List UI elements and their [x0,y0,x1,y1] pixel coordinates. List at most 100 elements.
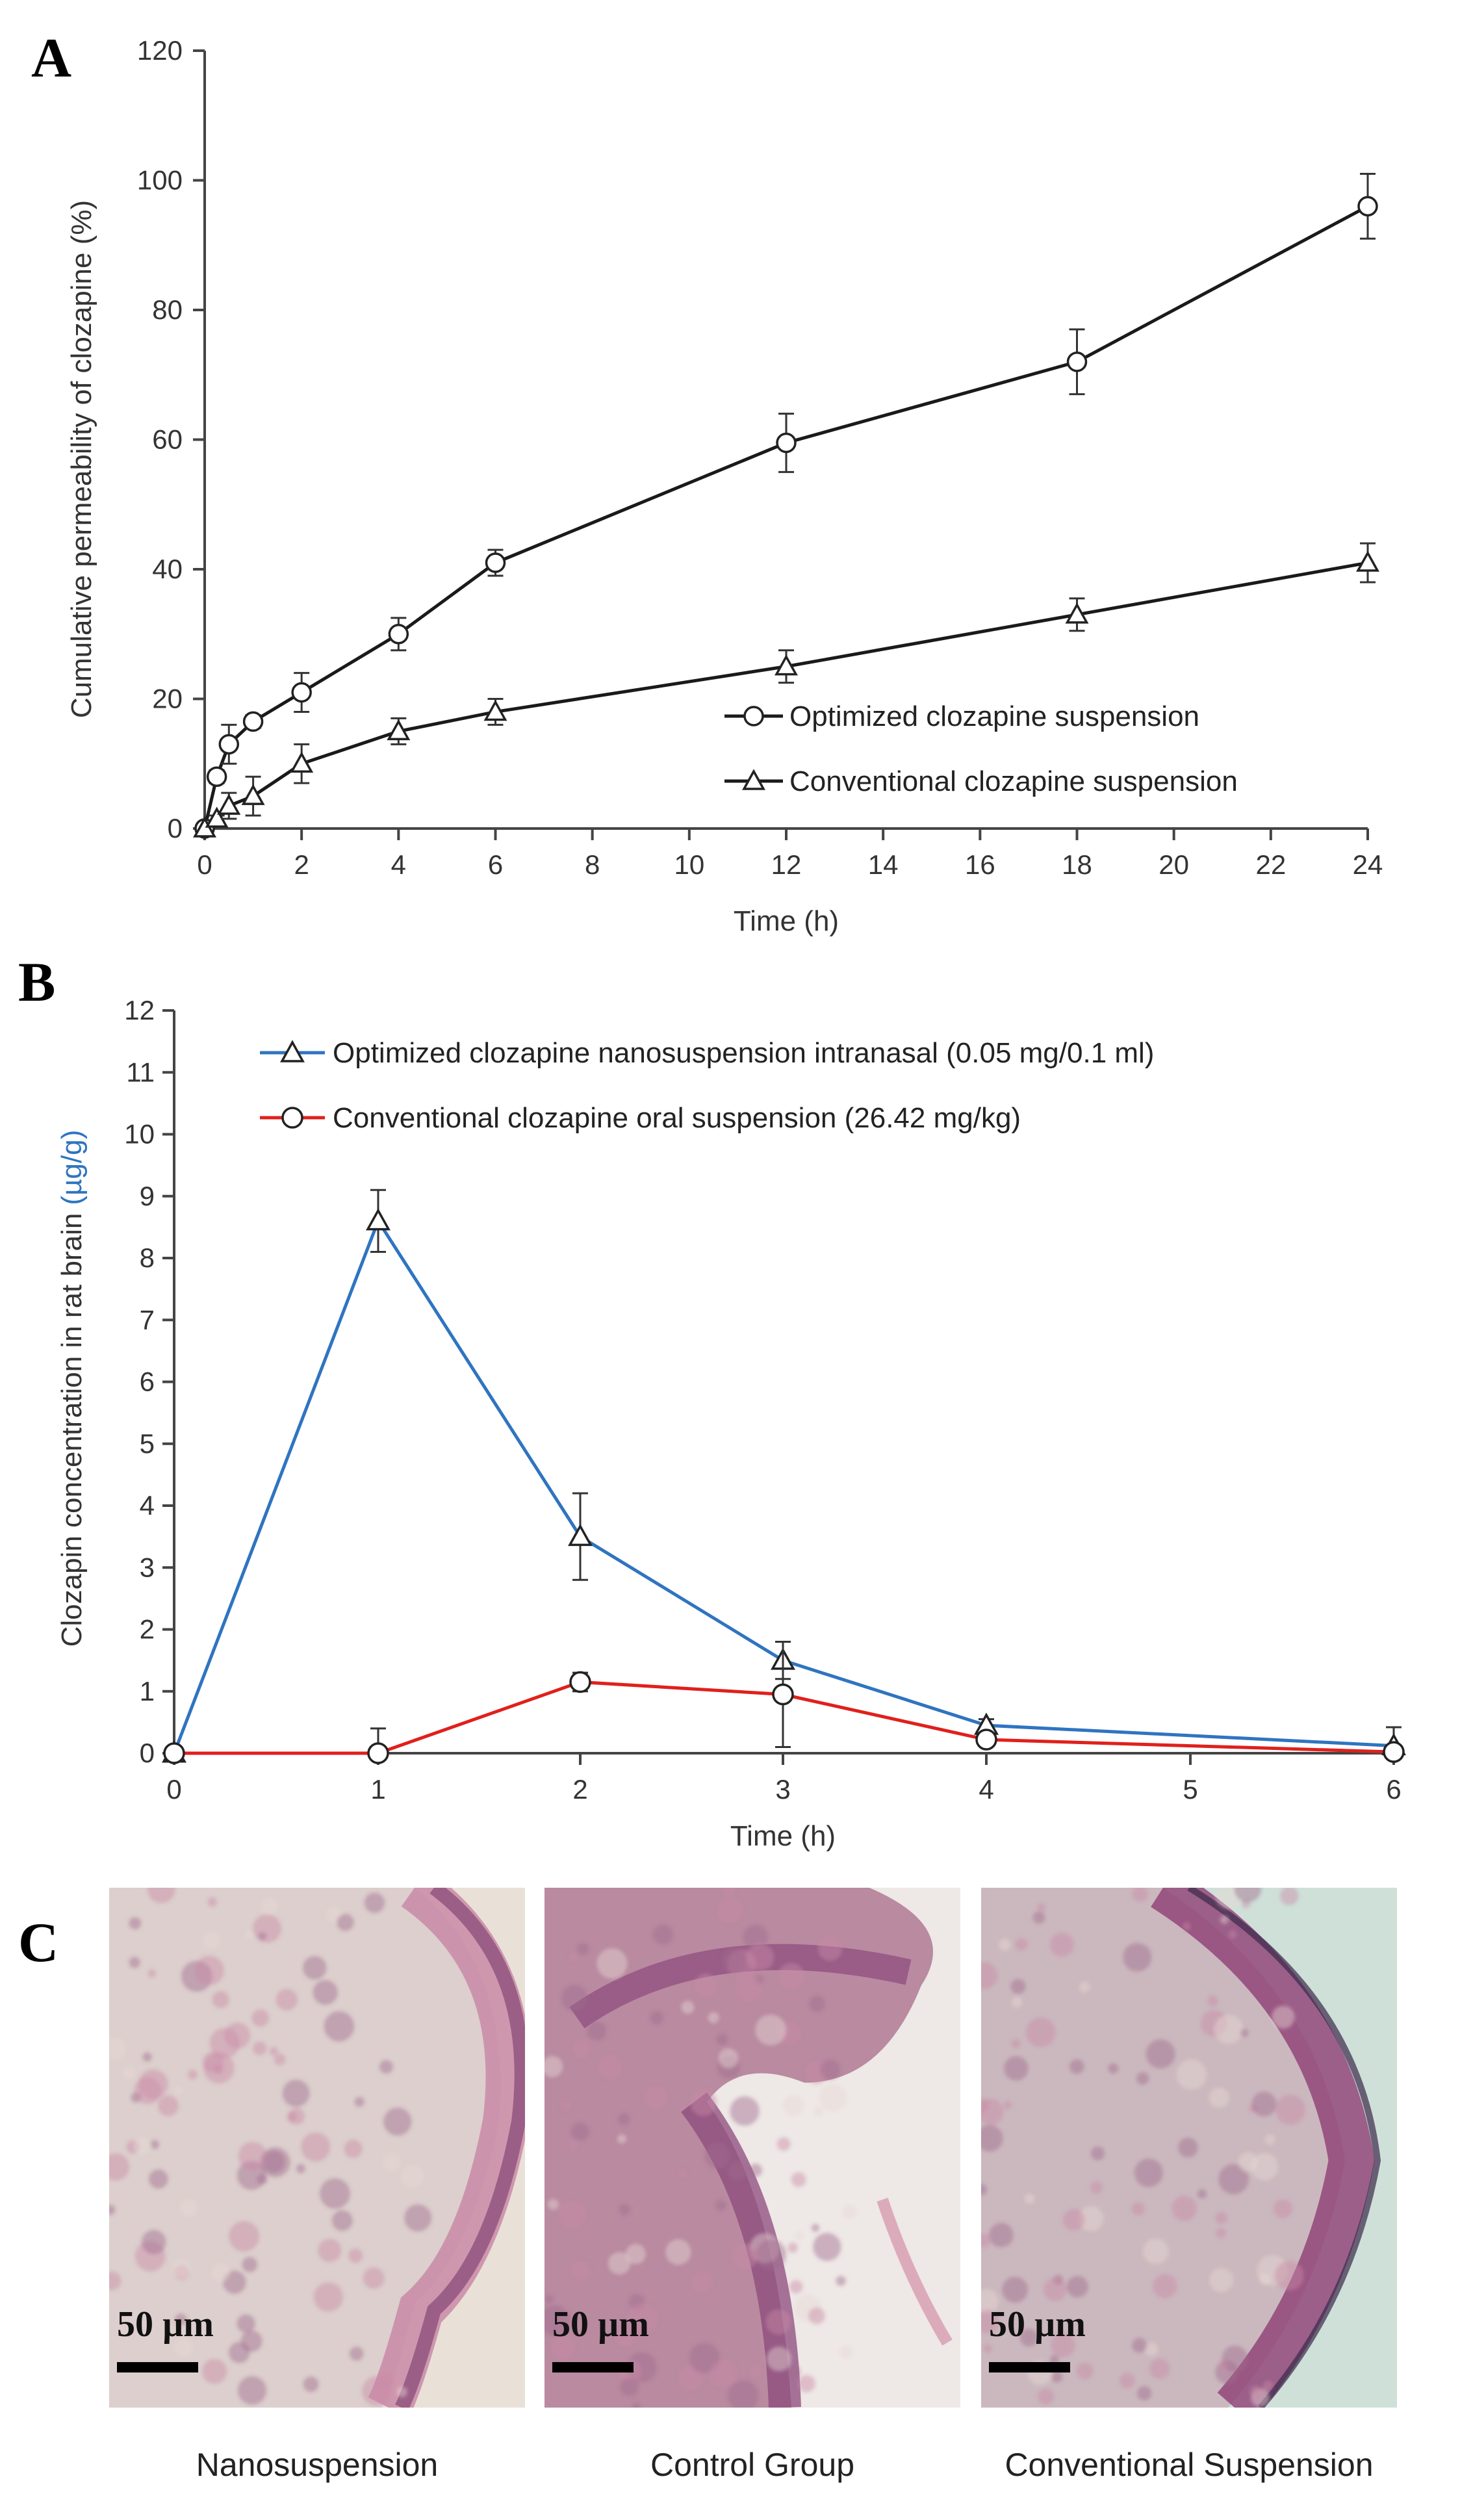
y-axis-title: Cumulative permeability of clozapine (%) [66,200,97,718]
tissue-speck [776,2137,791,2151]
x-tick-label: 20 [1159,849,1189,880]
tissue-speck [203,2052,235,2084]
data-point-triangle [217,793,241,815]
x-tick-label: 5 [1183,1774,1197,1805]
tissue-speck [1038,2388,1055,2405]
tissue-speck [324,2011,355,2042]
tissue-speck [561,1985,588,2012]
tissue-speck [1149,2358,1170,2380]
y-tick-label: 0 [168,813,183,843]
tissue-speck [572,2040,591,2059]
tissue-speck [749,2365,762,2377]
tissue-speck [238,2142,267,2171]
tissue-speck [1051,2333,1075,2358]
image-caption-1: Nanosuspension [196,2447,439,2483]
y-tick-label: 12 [124,995,155,1025]
legend-marker-triangle [742,769,765,790]
tissue-speck [766,2346,791,2372]
scale-label: 50 µm [552,2304,649,2345]
tissue-speck [344,2139,363,2158]
tissue-speck [571,2122,589,2141]
tissue-speck [632,2402,641,2408]
data-point-circle [1066,352,1088,372]
tissue-texture [981,1888,1306,2408]
x-tick-label: 12 [771,849,802,880]
tissue-speck [1003,2101,1012,2110]
tissue-speck [109,2271,122,2291]
tissue-speck [1076,2362,1094,2380]
tissue-speck [1218,2361,1229,2371]
tissue-speck [730,2096,760,2126]
tissue-speck [174,2086,183,2095]
tissue-speck [615,2327,635,2346]
tissue-speck [811,2224,820,2232]
x-tick-label: 22 [1255,849,1286,880]
tissue-speck [313,2282,343,2312]
tissue-speck [619,2204,630,2216]
tissue-speck [617,2134,627,2144]
tissue-speck [1144,2342,1159,2356]
tissue-speck [1134,2158,1163,2187]
tissue-speck [547,2198,559,2210]
tissue-speck [212,1991,229,2009]
tissue-speck [147,1969,156,1977]
tissue-speck [544,2305,570,2336]
y-tick-label: 8 [140,1242,155,1273]
y-axis-title: Clozapin concentration in rat brain (µg/… [56,1130,88,1647]
tissue-speck [1153,2274,1177,2298]
tissue-speck [1090,2146,1105,2161]
tissue-speck [1010,1979,1026,1994]
y-tick-label: 80 [152,294,183,325]
tissue-speck [133,2137,151,2155]
tissue-speck [587,2021,607,2041]
tissue-speck [1220,1915,1229,1924]
scale-bar [552,2362,634,2372]
scale-label: 50 µm [117,2304,214,2345]
data-point-circle [291,682,312,703]
tissue-speck [736,1975,762,2002]
data-point-circle [772,1683,794,1706]
y-tick-label: 7 [140,1304,155,1335]
tissue-speck [1251,2091,1277,2116]
basal-layer [395,1888,525,2408]
tissue-speck [717,1897,743,1923]
tissue-speck [383,2107,412,2136]
keratin-layer [1187,1888,1381,2408]
tissue-region [544,1888,933,2408]
tissue-speck [1207,1995,1219,2007]
tissue-speck [817,1936,843,1961]
y-tick-label: 40 [152,554,183,584]
y-tick-label: 9 [140,1181,155,1211]
tissue-speck [313,1980,338,2005]
tissue-speck [1132,1888,1148,1902]
tissue-speck [1032,1911,1045,1924]
data-point-circle [163,1742,185,1764]
data-point-circle [776,432,797,454]
tissue-speck [755,2239,786,2270]
tissue-speck [597,2055,622,2079]
tissue-speck [783,2094,804,2116]
data-point-triangle [483,699,507,721]
tissue-speck [571,2261,591,2280]
image-caption-3: Conventional Suspension [1005,2447,1373,2483]
tissue-speck [1228,1930,1237,1939]
tissue-speck [644,2086,667,2109]
tissue-speck [839,2345,853,2359]
tissue-speck [242,2257,258,2272]
tissue-speck [174,2337,194,2357]
tissue-speck [138,2069,168,2099]
tissue-speck [377,2372,394,2389]
tissue-speck [282,2079,310,2107]
y-tick-label: 5 [140,1428,155,1459]
data-point-circle [206,766,227,787]
tissue-speck [981,1962,998,1990]
tissue-speck [109,2037,127,2060]
legend-marker-circle [743,706,764,726]
tissue-speck [337,1914,354,1931]
tissue-speck [1078,2205,1104,2231]
tissue-speck [1275,2094,1306,2125]
tissue-speck [559,2200,586,2228]
tissue-speck [1238,2152,1259,2172]
tissue-speck [1216,2228,1227,2239]
